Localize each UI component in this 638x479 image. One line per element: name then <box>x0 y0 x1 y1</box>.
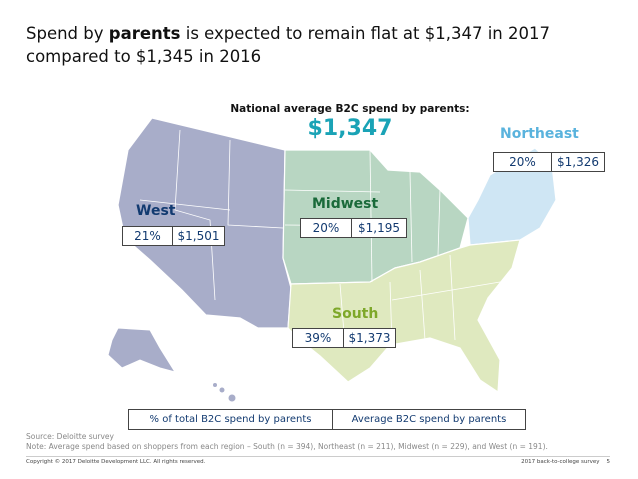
survey-name: 2017 back-to-college survey <box>521 459 600 465</box>
source-text: Source: Deloitte survey <box>26 432 114 441</box>
west-spend: $1,501 <box>177 229 220 243</box>
alaska-shape <box>107 327 177 373</box>
legend-box: % of total B2C spend by parents Average … <box>128 409 526 430</box>
south-pct: 39% <box>293 329 344 347</box>
slide-title: Spend by parents is expected to remain f… <box>26 24 550 66</box>
south-region-label: South <box>332 306 379 322</box>
south-spend: $1,373 <box>348 331 391 345</box>
northeast-region-label: Northeast <box>500 126 579 142</box>
hawaii-island-1 <box>213 383 217 387</box>
northeast-stats-box: 20% $1,326 <box>493 152 605 172</box>
footer: Copyright © 2017 Deloitte Development LL… <box>26 456 610 465</box>
legend-spend-label: Average B2C spend by parents <box>351 414 507 425</box>
west-region-shape <box>117 117 292 329</box>
page-number: 5 <box>606 459 611 465</box>
midwest-spend: $1,195 <box>358 221 400 235</box>
hawaii-island-3 <box>228 394 236 402</box>
northeast-spend: $1,326 <box>557 155 599 169</box>
hawaii-island-2 <box>219 387 225 393</box>
midwest-region-label: Midwest <box>312 196 379 212</box>
west-pct: 21% <box>123 227 173 245</box>
midwest-pct: 20% <box>301 219 352 237</box>
northeast-pct: 20% <box>494 153 552 171</box>
south-stats-box: 39% $1,373 <box>292 328 396 348</box>
south-region-shape <box>287 239 521 394</box>
footer-right: 2017 back-to-college survey 5 <box>521 459 610 465</box>
legend-pct-label: % of total B2C spend by parents <box>129 410 333 429</box>
national-average-label: National average B2C spend by parents: <box>230 103 470 115</box>
national-average-value: $1,347 <box>307 116 393 141</box>
copyright-text: Copyright © 2017 Deloitte Development LL… <box>26 459 206 465</box>
note-text: Note: Average spend based on shoppers fr… <box>26 442 548 451</box>
west-stats-box: 21% $1,501 <box>122 226 225 246</box>
midwest-stats-box: 20% $1,195 <box>300 218 407 238</box>
west-region-label: West <box>136 203 176 219</box>
